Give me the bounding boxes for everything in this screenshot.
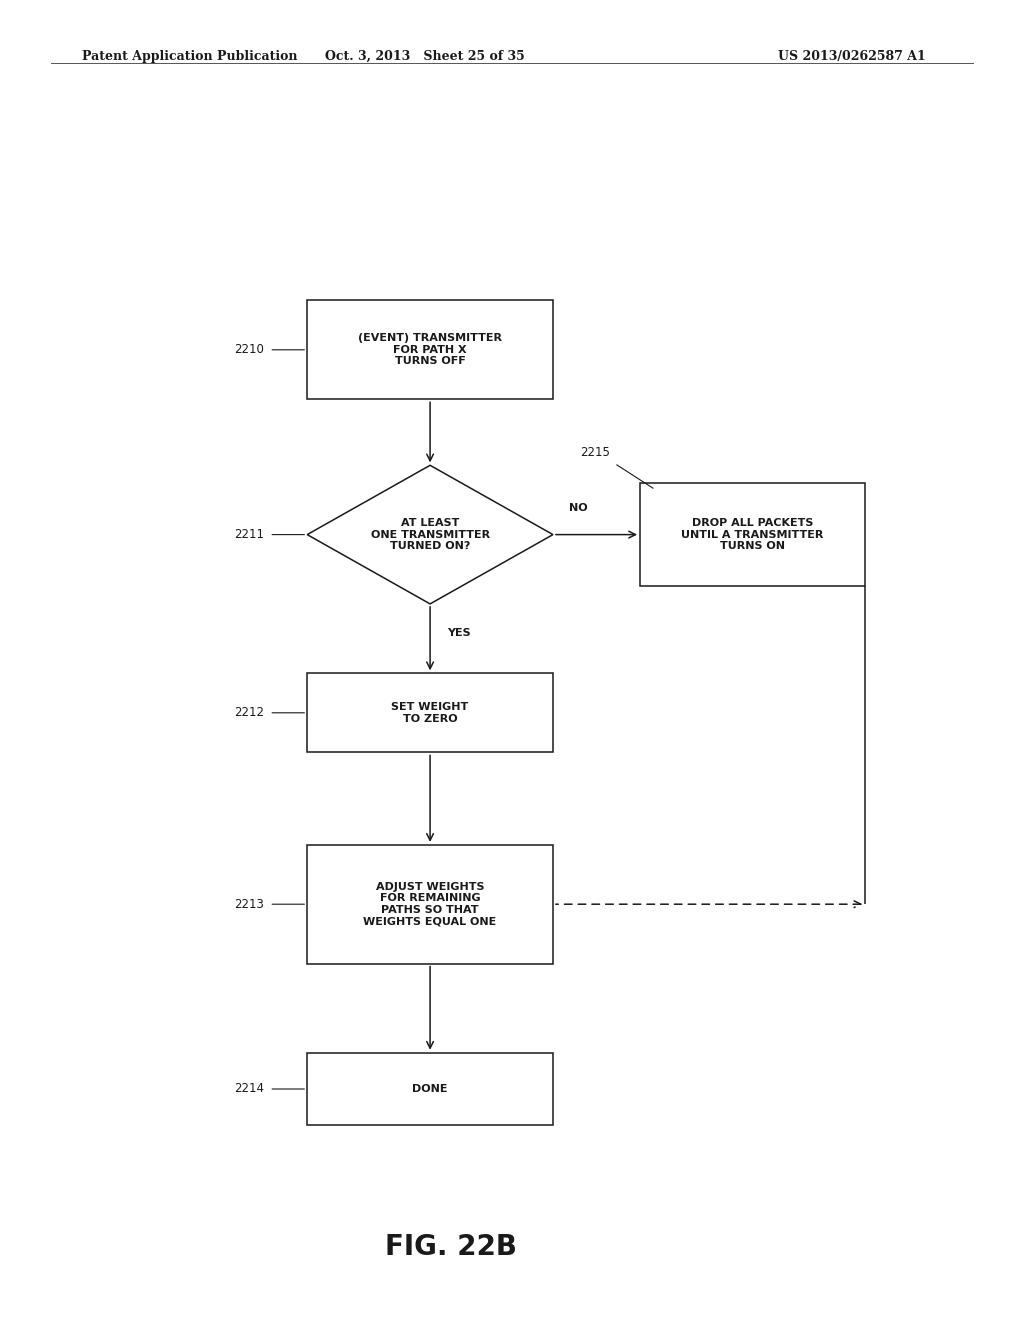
Text: 2214: 2214: [234, 1082, 264, 1096]
Text: FIG. 22B: FIG. 22B: [385, 1233, 516, 1262]
FancyBboxPatch shape: [307, 301, 553, 399]
FancyBboxPatch shape: [307, 845, 553, 964]
FancyBboxPatch shape: [640, 483, 865, 586]
Text: 2210: 2210: [234, 343, 264, 356]
Text: ADJUST WEIGHTS
FOR REMAINING
PATHS SO THAT
WEIGHTS EQUAL ONE: ADJUST WEIGHTS FOR REMAINING PATHS SO TH…: [364, 882, 497, 927]
FancyBboxPatch shape: [307, 673, 553, 752]
FancyBboxPatch shape: [307, 1053, 553, 1125]
Text: 2215: 2215: [581, 446, 610, 459]
Text: AT LEAST
ONE TRANSMITTER
TURNED ON?: AT LEAST ONE TRANSMITTER TURNED ON?: [371, 517, 489, 552]
Text: (EVENT) TRANSMITTER
FOR PATH X
TURNS OFF: (EVENT) TRANSMITTER FOR PATH X TURNS OFF: [358, 333, 502, 367]
Text: 2213: 2213: [234, 898, 264, 911]
Text: YES: YES: [446, 628, 471, 638]
Text: DROP ALL PACKETS
UNTIL A TRANSMITTER
TURNS ON: DROP ALL PACKETS UNTIL A TRANSMITTER TUR…: [681, 517, 824, 552]
Text: NO: NO: [569, 503, 588, 513]
Text: 2211: 2211: [234, 528, 264, 541]
Text: Oct. 3, 2013   Sheet 25 of 35: Oct. 3, 2013 Sheet 25 of 35: [325, 50, 525, 63]
Text: DONE: DONE: [413, 1084, 447, 1094]
Text: SET WEIGHT
TO ZERO: SET WEIGHT TO ZERO: [391, 702, 469, 723]
Text: 2212: 2212: [234, 706, 264, 719]
Text: US 2013/0262587 A1: US 2013/0262587 A1: [778, 50, 926, 63]
Polygon shape: [307, 466, 553, 605]
Text: Patent Application Publication: Patent Application Publication: [82, 50, 297, 63]
